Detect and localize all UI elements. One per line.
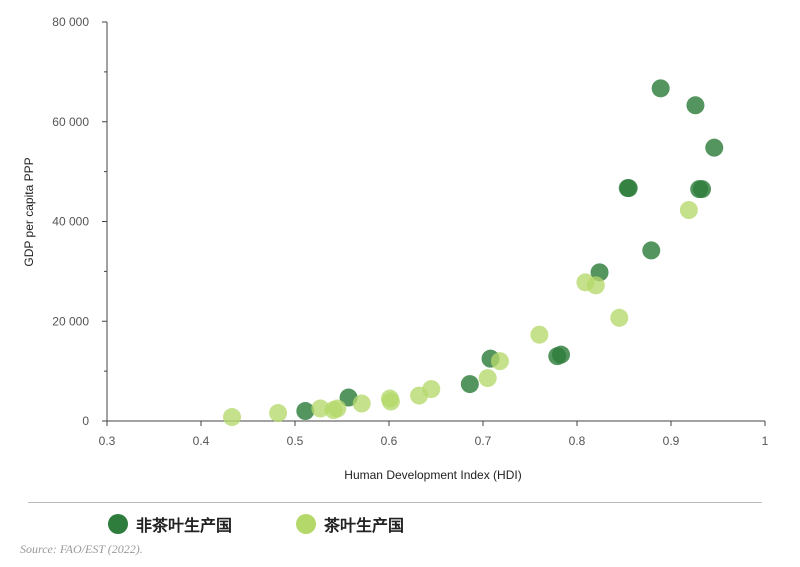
- data-point-non-tea: [460, 375, 479, 394]
- legend-label-tea: 茶叶生产国: [324, 516, 405, 535]
- data-point-non-tea: [619, 179, 638, 198]
- data-point-tea: [610, 308, 629, 327]
- x-tick-label: 1: [762, 434, 769, 448]
- legend-swatch-non-tea: [108, 514, 128, 534]
- data-point-tea: [328, 399, 347, 418]
- x-tick-label: 0.5: [287, 434, 304, 448]
- y-tick-label: 80 000: [52, 15, 89, 29]
- y-tick-label: 60 000: [52, 115, 89, 129]
- data-point-tea: [223, 408, 242, 427]
- data-point-tea: [679, 201, 698, 220]
- data-point-tea: [352, 394, 371, 413]
- data-point-tea: [586, 276, 605, 295]
- x-tick-label: 0.9: [663, 434, 680, 448]
- data-point-non-tea: [686, 96, 705, 115]
- y-tick-label: 0: [82, 414, 89, 428]
- data-point-non-tea: [642, 241, 661, 260]
- data-point-tea: [478, 369, 497, 388]
- data-points: [223, 79, 724, 427]
- legend: 非茶叶生产国 茶叶生产国: [108, 512, 468, 536]
- data-point-non-tea: [651, 79, 670, 98]
- data-point-non-tea: [552, 345, 571, 364]
- data-point-non-tea: [296, 402, 315, 421]
- y-tick-label: 40 000: [52, 215, 89, 229]
- legend-label-non-tea: 非茶叶生产国: [136, 516, 233, 535]
- y-axis-title: GDP per capita PPP: [22, 157, 36, 266]
- data-point-tea: [530, 325, 549, 344]
- legend-item-non-tea: 非茶叶生产国: [108, 512, 232, 536]
- data-point-tea: [422, 380, 441, 399]
- data-point-tea: [381, 392, 400, 411]
- data-point-tea: [311, 399, 330, 418]
- x-tick-label: 0.4: [193, 434, 210, 448]
- x-axis-ticks: 0.3 0.4 0.5 0.6 0.7 0.8 0.9 1: [99, 421, 769, 448]
- source-note: Source: FAO/EST (2022).: [20, 542, 143, 556]
- x-tick-label: 0.8: [569, 434, 586, 448]
- legend-swatch-tea: [296, 514, 317, 534]
- x-tick-label: 0.6: [381, 434, 398, 448]
- y-tick-label: 20 000: [52, 314, 89, 328]
- legend-divider: [28, 502, 762, 503]
- x-axis-title: Human Development Index (HDI): [344, 468, 521, 482]
- legend-item-tea: 茶叶生产国: [296, 512, 404, 536]
- data-point-tea: [269, 404, 288, 423]
- data-point-tea: [490, 352, 509, 371]
- y-axis-ticks: 0 20 000 40 000 60 000 80 000: [52, 15, 107, 428]
- data-point-non-tea: [705, 138, 724, 157]
- x-tick-label: 0.3: [99, 434, 116, 448]
- data-point-non-tea: [693, 180, 712, 199]
- x-tick-label: 0.7: [475, 434, 492, 448]
